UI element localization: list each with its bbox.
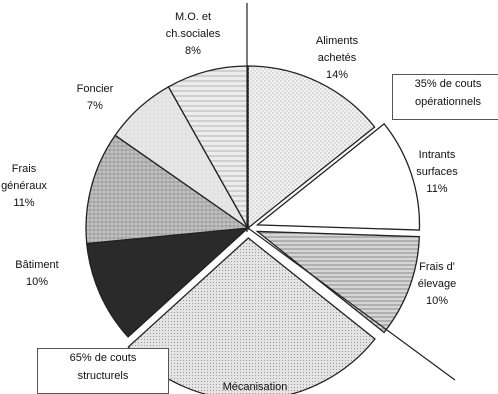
- slice-label-frais: Frais généraux 11%: [1, 163, 47, 209]
- pie-slice-frais: [85, 134, 250, 245]
- diagonal-divider-line: [247, 227, 456, 381]
- slice-label-mecanisation: Mécanisation: [223, 381, 288, 393]
- structural-costs-line-1: 65% de couts: [69, 352, 137, 364]
- structural-costs-box: 65% de couts structurels: [37, 348, 169, 394]
- operational-costs-box: 35% de couts opérationnels: [392, 74, 498, 120]
- operational-costs-line-2: opérationnels: [414, 96, 482, 108]
- operational-costs-line-1: 35% de couts: [414, 78, 482, 90]
- slice-label-intrants: Intrants surfaces 11%: [416, 149, 458, 195]
- structural-costs-line-2: structurels: [77, 370, 129, 382]
- pie-slice-intrants: [255, 122, 421, 231]
- slice-label-m-o-et: M.O. et ch.sociales 8%: [166, 11, 221, 57]
- slice-label-frais-d: Frais d' élevage 10%: [418, 261, 457, 307]
- slice-label-foncier: Foncier 7%: [77, 83, 114, 112]
- pie-slice-m-o-et: [167, 65, 249, 231]
- slice-label-batiment: Bâtiment 10%: [15, 259, 58, 288]
- pie-slice-batiment: [86, 227, 250, 338]
- slice-label-aliments: Aliments achetés 14%: [316, 35, 359, 81]
- pie-slice-aliments: [247, 65, 376, 230]
